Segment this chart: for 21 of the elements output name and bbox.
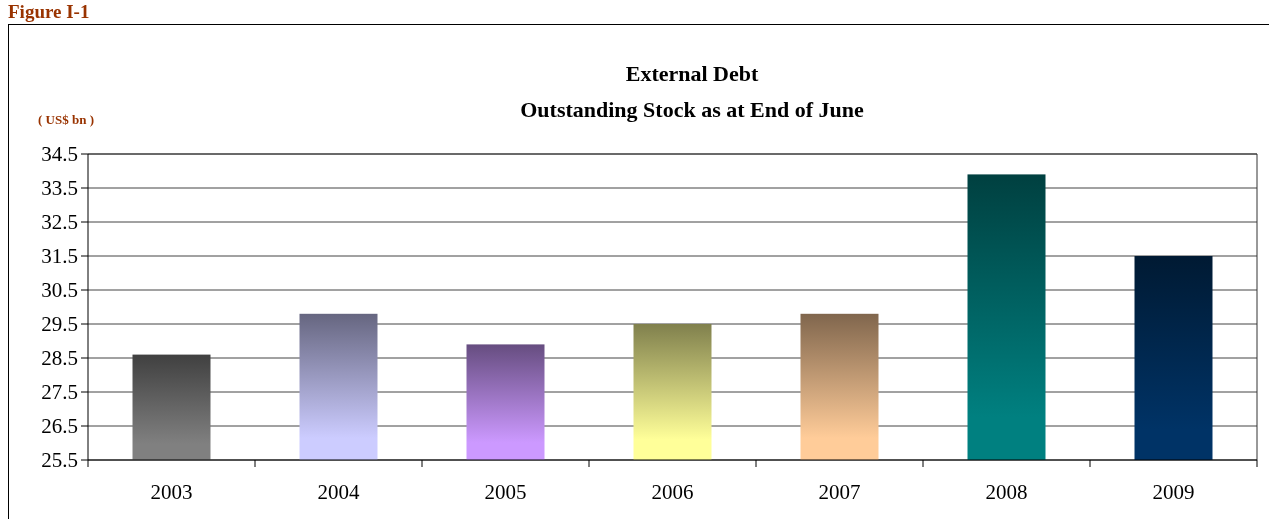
- chart-title: External Debt: [625, 61, 759, 86]
- y-tick-label: 26.5: [41, 414, 78, 439]
- x-tick-label: 2009: [1152, 480, 1195, 504]
- y-tick-label: 29.5: [41, 312, 78, 337]
- y-tick-label: 32.5: [41, 210, 78, 235]
- x-tick-label: 2004: [317, 480, 360, 504]
- y-tick-label: 25.5: [41, 448, 78, 473]
- text: Figure I-1: [8, 1, 90, 22]
- y-tick-label: 31.5: [41, 244, 78, 269]
- y-tick-label: 33.5: [41, 176, 78, 201]
- y-tick-label: 27.5: [41, 380, 78, 405]
- x-tick-label: 2006: [651, 480, 694, 504]
- y-tick-label: 28.5: [41, 346, 78, 371]
- y-tick-label: 34.5: [41, 142, 78, 167]
- x-tick-label: 2003: [150, 480, 193, 504]
- chart-subtitle: Outstanding Stock as at End of June: [520, 97, 864, 122]
- x-tick-label: 2008: [985, 480, 1028, 504]
- x-tick-label: 2005: [484, 480, 527, 504]
- y-axis-title: ( US$ bn ): [38, 112, 94, 127]
- y-tick-label: 30.5: [41, 278, 78, 303]
- x-tick-label: 2007: [818, 480, 861, 504]
